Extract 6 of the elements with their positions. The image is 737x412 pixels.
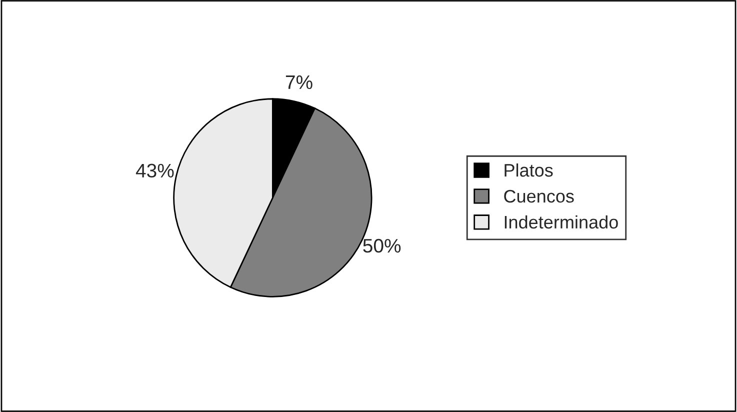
data-label: 50% bbox=[363, 238, 401, 253]
legend-label: Cuencos bbox=[504, 190, 574, 203]
legend-label: Indeterminado bbox=[504, 215, 618, 229]
data-label: 7% bbox=[286, 75, 312, 90]
data-label: 43% bbox=[136, 164, 174, 178]
legend-label: Platos bbox=[504, 163, 553, 177]
